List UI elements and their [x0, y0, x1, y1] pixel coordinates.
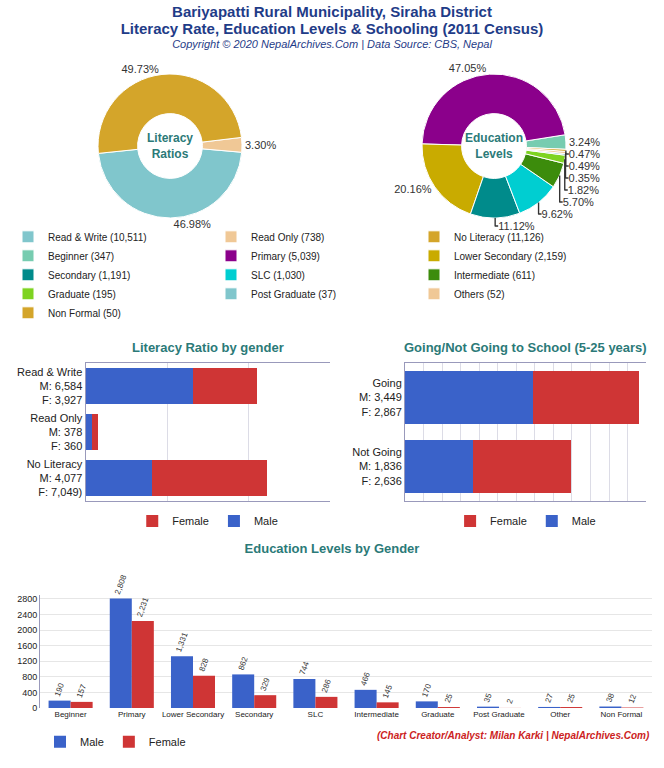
svg-text:Lower Secondary: Lower Secondary — [162, 710, 224, 719]
svg-text:LiteracyRatios: LiteracyRatios — [147, 131, 193, 161]
svg-text:Read Only (738): Read Only (738) — [251, 232, 324, 243]
svg-text:Male: Male — [254, 515, 278, 527]
svg-text:Read & WriteM: 6,584F: 3,927: Read & WriteM: 6,584F: 3,927 — [17, 366, 82, 407]
svg-text:35: 35 — [482, 692, 494, 704]
svg-text:Secondary: Secondary — [235, 710, 273, 719]
svg-text:2000: 2000 — [17, 625, 37, 635]
svg-text:(Chart Creator/Analyst: Milan: (Chart Creator/Analyst: Milan Karki | Ne… — [377, 730, 650, 741]
svg-text:Others (52): Others (52) — [454, 289, 505, 300]
svg-text:Education Levels by Gender: Education Levels by Gender — [245, 541, 420, 556]
svg-text:1600: 1600 — [17, 641, 37, 651]
svg-text:25: 25 — [565, 692, 577, 704]
svg-text:Beginner (347): Beginner (347) — [48, 251, 114, 262]
svg-text:828: 828 — [197, 657, 210, 673]
svg-text:GoingM: 3,449F: 2,867: GoingM: 3,449F: 2,867 — [359, 377, 402, 418]
svg-text:3.30%: 3.30% — [245, 139, 276, 151]
svg-text:Lower Secondary (2,159): Lower Secondary (2,159) — [454, 251, 566, 262]
svg-text:Primary: Primary — [118, 710, 146, 719]
svg-text:3.24%: 3.24% — [569, 136, 600, 148]
svg-text:862: 862 — [237, 655, 250, 671]
svg-text:1200: 1200 — [17, 656, 37, 666]
svg-text:0.47%: 0.47% — [569, 148, 600, 160]
svg-text:Graduate (195): Graduate (195) — [48, 289, 116, 300]
svg-text:Read OnlyM: 378F: 360: Read OnlyM: 378F: 360 — [30, 412, 82, 453]
svg-text:2: 2 — [505, 697, 515, 705]
svg-text:0.49%: 0.49% — [569, 160, 600, 172]
svg-text:Secondary (1,191): Secondary (1,191) — [48, 270, 130, 281]
svg-text:0: 0 — [32, 703, 37, 713]
svg-text:Other: Other — [550, 710, 570, 719]
svg-text:400: 400 — [22, 688, 37, 698]
svg-text:Post Graduate: Post Graduate — [473, 710, 525, 719]
svg-text:1,331: 1,331 — [174, 631, 189, 653]
svg-text:Non Formal (50): Non Formal (50) — [48, 308, 121, 319]
svg-text:Male: Male — [80, 736, 104, 748]
svg-text:No Literacy (11,126): No Literacy (11,126) — [454, 232, 544, 243]
svg-text:2400: 2400 — [17, 610, 37, 620]
svg-text:11.12%: 11.12% — [498, 220, 535, 232]
svg-text:38: 38 — [605, 692, 617, 704]
svg-text:157: 157 — [75, 683, 88, 699]
svg-text:9.62%: 9.62% — [542, 208, 573, 220]
svg-text:744: 744 — [298, 660, 311, 676]
svg-text:25: 25 — [443, 692, 455, 704]
svg-text:SLC (1,030): SLC (1,030) — [251, 270, 305, 281]
svg-text:Not GoingM: 1,836F: 2,636: Not GoingM: 1,836F: 2,636 — [352, 446, 402, 487]
svg-text:Male: Male — [572, 515, 596, 527]
svg-text:12: 12 — [627, 693, 639, 705]
svg-text:286: 286 — [320, 678, 333, 694]
svg-text:2,808: 2,808 — [113, 573, 128, 595]
svg-text:2,231: 2,231 — [135, 596, 150, 618]
svg-text:Graduate: Graduate — [421, 710, 455, 719]
svg-text:329: 329 — [259, 676, 272, 692]
svg-text:Intermediate: Intermediate — [354, 710, 399, 719]
svg-text:Female: Female — [149, 736, 186, 748]
svg-text:Female: Female — [490, 515, 527, 527]
svg-text:Non Formal: Non Formal — [601, 710, 643, 719]
html-text:Literacy Rate, Education Level: Literacy Rate, Education Levels & School… — [120, 20, 544, 37]
svg-text:5.70%: 5.70% — [563, 196, 594, 208]
svg-text:20.16%: 20.16% — [394, 183, 432, 195]
svg-text:170: 170 — [420, 682, 433, 698]
svg-text:27: 27 — [543, 692, 555, 704]
svg-text:190: 190 — [53, 681, 66, 697]
svg-text:47.05%: 47.05% — [449, 62, 487, 74]
svg-text:46.98%: 46.98% — [174, 218, 212, 230]
svg-text:No LiteracyM: 4,077F: 7,049): No LiteracyM: 4,077F: 7,049) — [27, 458, 83, 499]
svg-text:Literacy Ratio by gender: Literacy Ratio by gender — [132, 340, 284, 355]
html-text:Bariyapatti Rural Municipality: Bariyapatti Rural Municipality, Siraha D… — [172, 3, 492, 20]
svg-text:800: 800 — [22, 672, 37, 682]
svg-text:Intermediate (611): Intermediate (611) — [454, 270, 535, 281]
svg-text:2800: 2800 — [17, 594, 37, 604]
html-text:Copyright © 2020 NepalArchives: Copyright © 2020 NepalArchives.Com | Dat… — [172, 38, 492, 50]
svg-text:Read & Write (10,511): Read & Write (10,511) — [48, 232, 147, 243]
svg-text:Beginner: Beginner — [55, 710, 87, 719]
svg-text:Going/Not Going to School (5-2: Going/Not Going to School (5-25 years) — [404, 340, 647, 355]
svg-text:49.73%: 49.73% — [121, 63, 159, 75]
svg-text:Female: Female — [172, 515, 209, 527]
svg-text:466: 466 — [359, 671, 372, 687]
svg-text:1.82%: 1.82% — [568, 184, 599, 196]
svg-text:Post Graduate (37): Post Graduate (37) — [251, 289, 336, 300]
svg-text:EducationLevels: EducationLevels — [465, 131, 523, 161]
svg-text:Primary (5,039): Primary (5,039) — [251, 251, 320, 262]
svg-text:0.35%: 0.35% — [569, 172, 600, 184]
svg-text:145: 145 — [381, 683, 394, 699]
svg-text:SLC: SLC — [308, 710, 324, 719]
